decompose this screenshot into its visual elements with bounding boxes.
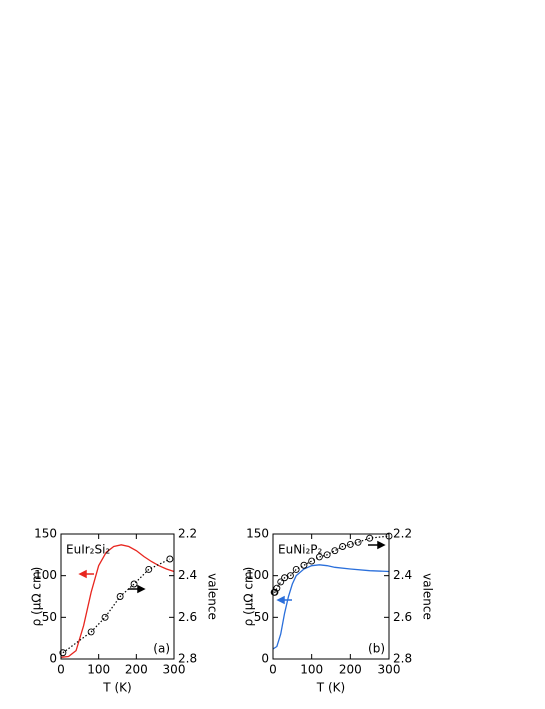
x-tick-label: 100: [87, 663, 110, 677]
x-tick-label: 100: [300, 663, 323, 677]
y-tick-label: 0: [261, 652, 269, 666]
y2-tick-label: 2.4: [178, 568, 197, 582]
data-point: [271, 588, 279, 596]
y2-tick-label: 2.8: [178, 652, 197, 666]
sample-label: EuIr₂Si₂: [66, 543, 110, 557]
x-axis-label: T (K): [102, 681, 131, 695]
y-tick-label: 100: [34, 568, 57, 582]
data-point: [354, 538, 362, 546]
y2-tick-label: 2.8: [393, 652, 412, 666]
y2-axis-label: valence: [206, 573, 220, 620]
data-point: [308, 557, 316, 565]
data-point: [166, 555, 174, 563]
data-point: [339, 543, 347, 550]
panel-label: (b): [368, 642, 385, 656]
x-tick-label: 200: [339, 663, 362, 677]
data-point: [300, 561, 308, 569]
y2-tick-label: 2.6: [393, 610, 412, 624]
data-point: [315, 553, 323, 561]
arrow: [368, 540, 386, 550]
data-point: [130, 580, 138, 588]
x-tick-label: 0: [57, 663, 65, 677]
data-point: [281, 574, 289, 582]
y-tick-label: 100: [246, 568, 269, 582]
y-tick-label: 0: [49, 652, 57, 666]
data-line: [272, 564, 390, 650]
y2-axis-label: valence: [421, 573, 435, 620]
y-axis-label: ρ (μΩ cm): [242, 567, 256, 627]
x-tick-label: 300: [163, 663, 186, 677]
arrow: [128, 584, 146, 594]
arrow: [276, 595, 292, 605]
data-point: [323, 551, 331, 559]
plot-frame: [60, 533, 175, 660]
data-point: [366, 534, 374, 542]
arrows: [78, 540, 386, 605]
y-tick-label: 150: [246, 527, 269, 541]
x-axis-label: T (K): [316, 681, 345, 695]
data-point: [145, 565, 153, 573]
y-tick-label: 50: [254, 610, 269, 624]
y-tick-label: 150: [34, 527, 57, 541]
y2-tick-label: 2.6: [178, 610, 197, 624]
panel-label: (a): [153, 642, 170, 656]
y-axis-label: ρ (μΩ cm): [30, 567, 44, 627]
sample-label: EuNi₂P₂: [278, 543, 323, 557]
data-point: [286, 572, 294, 580]
data-line: [60, 544, 175, 658]
data-point: [116, 593, 124, 600]
y2-tick-label: 2.4: [393, 568, 412, 582]
x-tick-label: 200: [125, 663, 148, 677]
y-tick-label: 50: [42, 610, 57, 624]
data-point: [101, 613, 109, 621]
y2-tick-label: 2.2: [178, 527, 197, 541]
data-point: [87, 628, 95, 636]
data-line: [62, 558, 171, 654]
data-point: [346, 540, 354, 548]
data-point: [292, 565, 300, 573]
arrow: [78, 569, 94, 579]
data-point: [331, 547, 339, 555]
plot-frame: [272, 533, 390, 660]
data-point: [59, 649, 67, 657]
data-point: [277, 578, 285, 586]
x-tick-label: 0: [269, 663, 277, 677]
y2-tick-label: 2.2: [393, 527, 412, 541]
data-point: [273, 584, 281, 592]
x-tick-label: 300: [378, 663, 401, 677]
